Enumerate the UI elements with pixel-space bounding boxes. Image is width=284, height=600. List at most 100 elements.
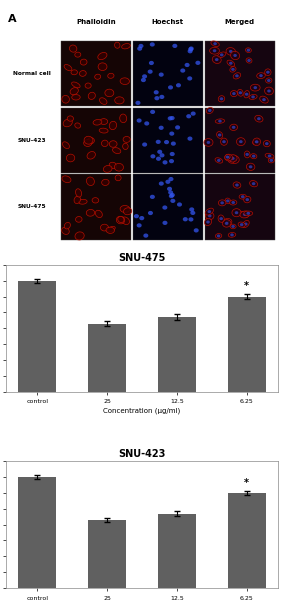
Circle shape	[245, 198, 249, 201]
Ellipse shape	[106, 227, 114, 233]
Circle shape	[150, 110, 155, 114]
Ellipse shape	[109, 162, 117, 169]
Circle shape	[252, 155, 256, 158]
Circle shape	[222, 140, 226, 143]
Ellipse shape	[237, 89, 243, 96]
Ellipse shape	[64, 223, 70, 229]
Circle shape	[267, 79, 271, 82]
Circle shape	[220, 97, 223, 100]
Circle shape	[218, 119, 222, 122]
Circle shape	[268, 154, 271, 157]
Circle shape	[254, 140, 258, 143]
Ellipse shape	[108, 73, 114, 79]
Circle shape	[245, 93, 248, 96]
Circle shape	[240, 223, 243, 226]
Circle shape	[230, 233, 234, 236]
Ellipse shape	[122, 44, 130, 49]
Ellipse shape	[109, 141, 117, 148]
Ellipse shape	[114, 163, 124, 171]
Circle shape	[185, 63, 190, 67]
Ellipse shape	[115, 175, 121, 181]
Circle shape	[167, 187, 172, 191]
Ellipse shape	[99, 128, 108, 133]
Ellipse shape	[246, 58, 252, 63]
Ellipse shape	[218, 52, 226, 58]
Circle shape	[151, 154, 155, 158]
Circle shape	[162, 221, 168, 225]
Ellipse shape	[87, 137, 94, 144]
Ellipse shape	[228, 157, 234, 163]
Text: Normal cell: Normal cell	[13, 71, 51, 76]
Ellipse shape	[232, 209, 241, 217]
Ellipse shape	[230, 67, 236, 72]
Ellipse shape	[75, 232, 84, 240]
Ellipse shape	[64, 64, 72, 71]
Ellipse shape	[75, 52, 81, 57]
Ellipse shape	[62, 227, 69, 235]
FancyBboxPatch shape	[61, 41, 131, 106]
Ellipse shape	[87, 152, 95, 159]
Circle shape	[229, 159, 233, 162]
Circle shape	[219, 217, 223, 220]
Circle shape	[160, 153, 164, 157]
Ellipse shape	[240, 211, 248, 217]
Ellipse shape	[230, 224, 236, 229]
Ellipse shape	[76, 189, 82, 197]
Circle shape	[154, 90, 159, 94]
Ellipse shape	[231, 51, 240, 59]
Ellipse shape	[210, 47, 220, 54]
Circle shape	[157, 149, 162, 154]
Ellipse shape	[215, 233, 222, 238]
Ellipse shape	[249, 94, 257, 100]
Circle shape	[208, 214, 212, 217]
Circle shape	[169, 131, 174, 136]
Ellipse shape	[114, 42, 120, 48]
Ellipse shape	[221, 138, 227, 145]
Ellipse shape	[84, 136, 93, 144]
FancyBboxPatch shape	[133, 107, 203, 173]
Bar	[18, 477, 57, 588]
Ellipse shape	[123, 136, 130, 142]
Circle shape	[144, 121, 149, 125]
Ellipse shape	[240, 211, 250, 218]
Ellipse shape	[250, 154, 257, 159]
Circle shape	[233, 158, 236, 161]
Ellipse shape	[233, 73, 241, 79]
Ellipse shape	[218, 215, 224, 223]
Ellipse shape	[225, 154, 230, 160]
Circle shape	[149, 61, 154, 65]
Circle shape	[189, 208, 194, 212]
Ellipse shape	[253, 138, 260, 146]
Ellipse shape	[74, 196, 80, 203]
Ellipse shape	[62, 176, 71, 182]
Circle shape	[231, 68, 235, 71]
Ellipse shape	[265, 87, 273, 95]
Circle shape	[180, 68, 185, 73]
Circle shape	[170, 152, 175, 156]
Ellipse shape	[85, 83, 91, 88]
Circle shape	[217, 159, 221, 162]
Circle shape	[148, 70, 153, 74]
Circle shape	[170, 199, 175, 203]
Circle shape	[188, 217, 193, 221]
Ellipse shape	[222, 220, 231, 227]
Ellipse shape	[86, 177, 94, 185]
Circle shape	[159, 73, 164, 77]
Ellipse shape	[237, 137, 245, 146]
Ellipse shape	[230, 91, 237, 97]
Bar	[88, 323, 126, 392]
Ellipse shape	[218, 200, 226, 206]
Ellipse shape	[260, 96, 268, 103]
Circle shape	[164, 140, 169, 144]
Ellipse shape	[120, 78, 130, 85]
Ellipse shape	[230, 124, 237, 130]
Ellipse shape	[93, 119, 102, 125]
Ellipse shape	[268, 158, 274, 163]
Circle shape	[242, 213, 246, 216]
Ellipse shape	[215, 158, 223, 163]
Ellipse shape	[225, 198, 231, 204]
Ellipse shape	[265, 154, 274, 158]
Text: SNU-475: SNU-475	[18, 205, 46, 209]
Circle shape	[168, 190, 173, 194]
Circle shape	[218, 133, 222, 136]
